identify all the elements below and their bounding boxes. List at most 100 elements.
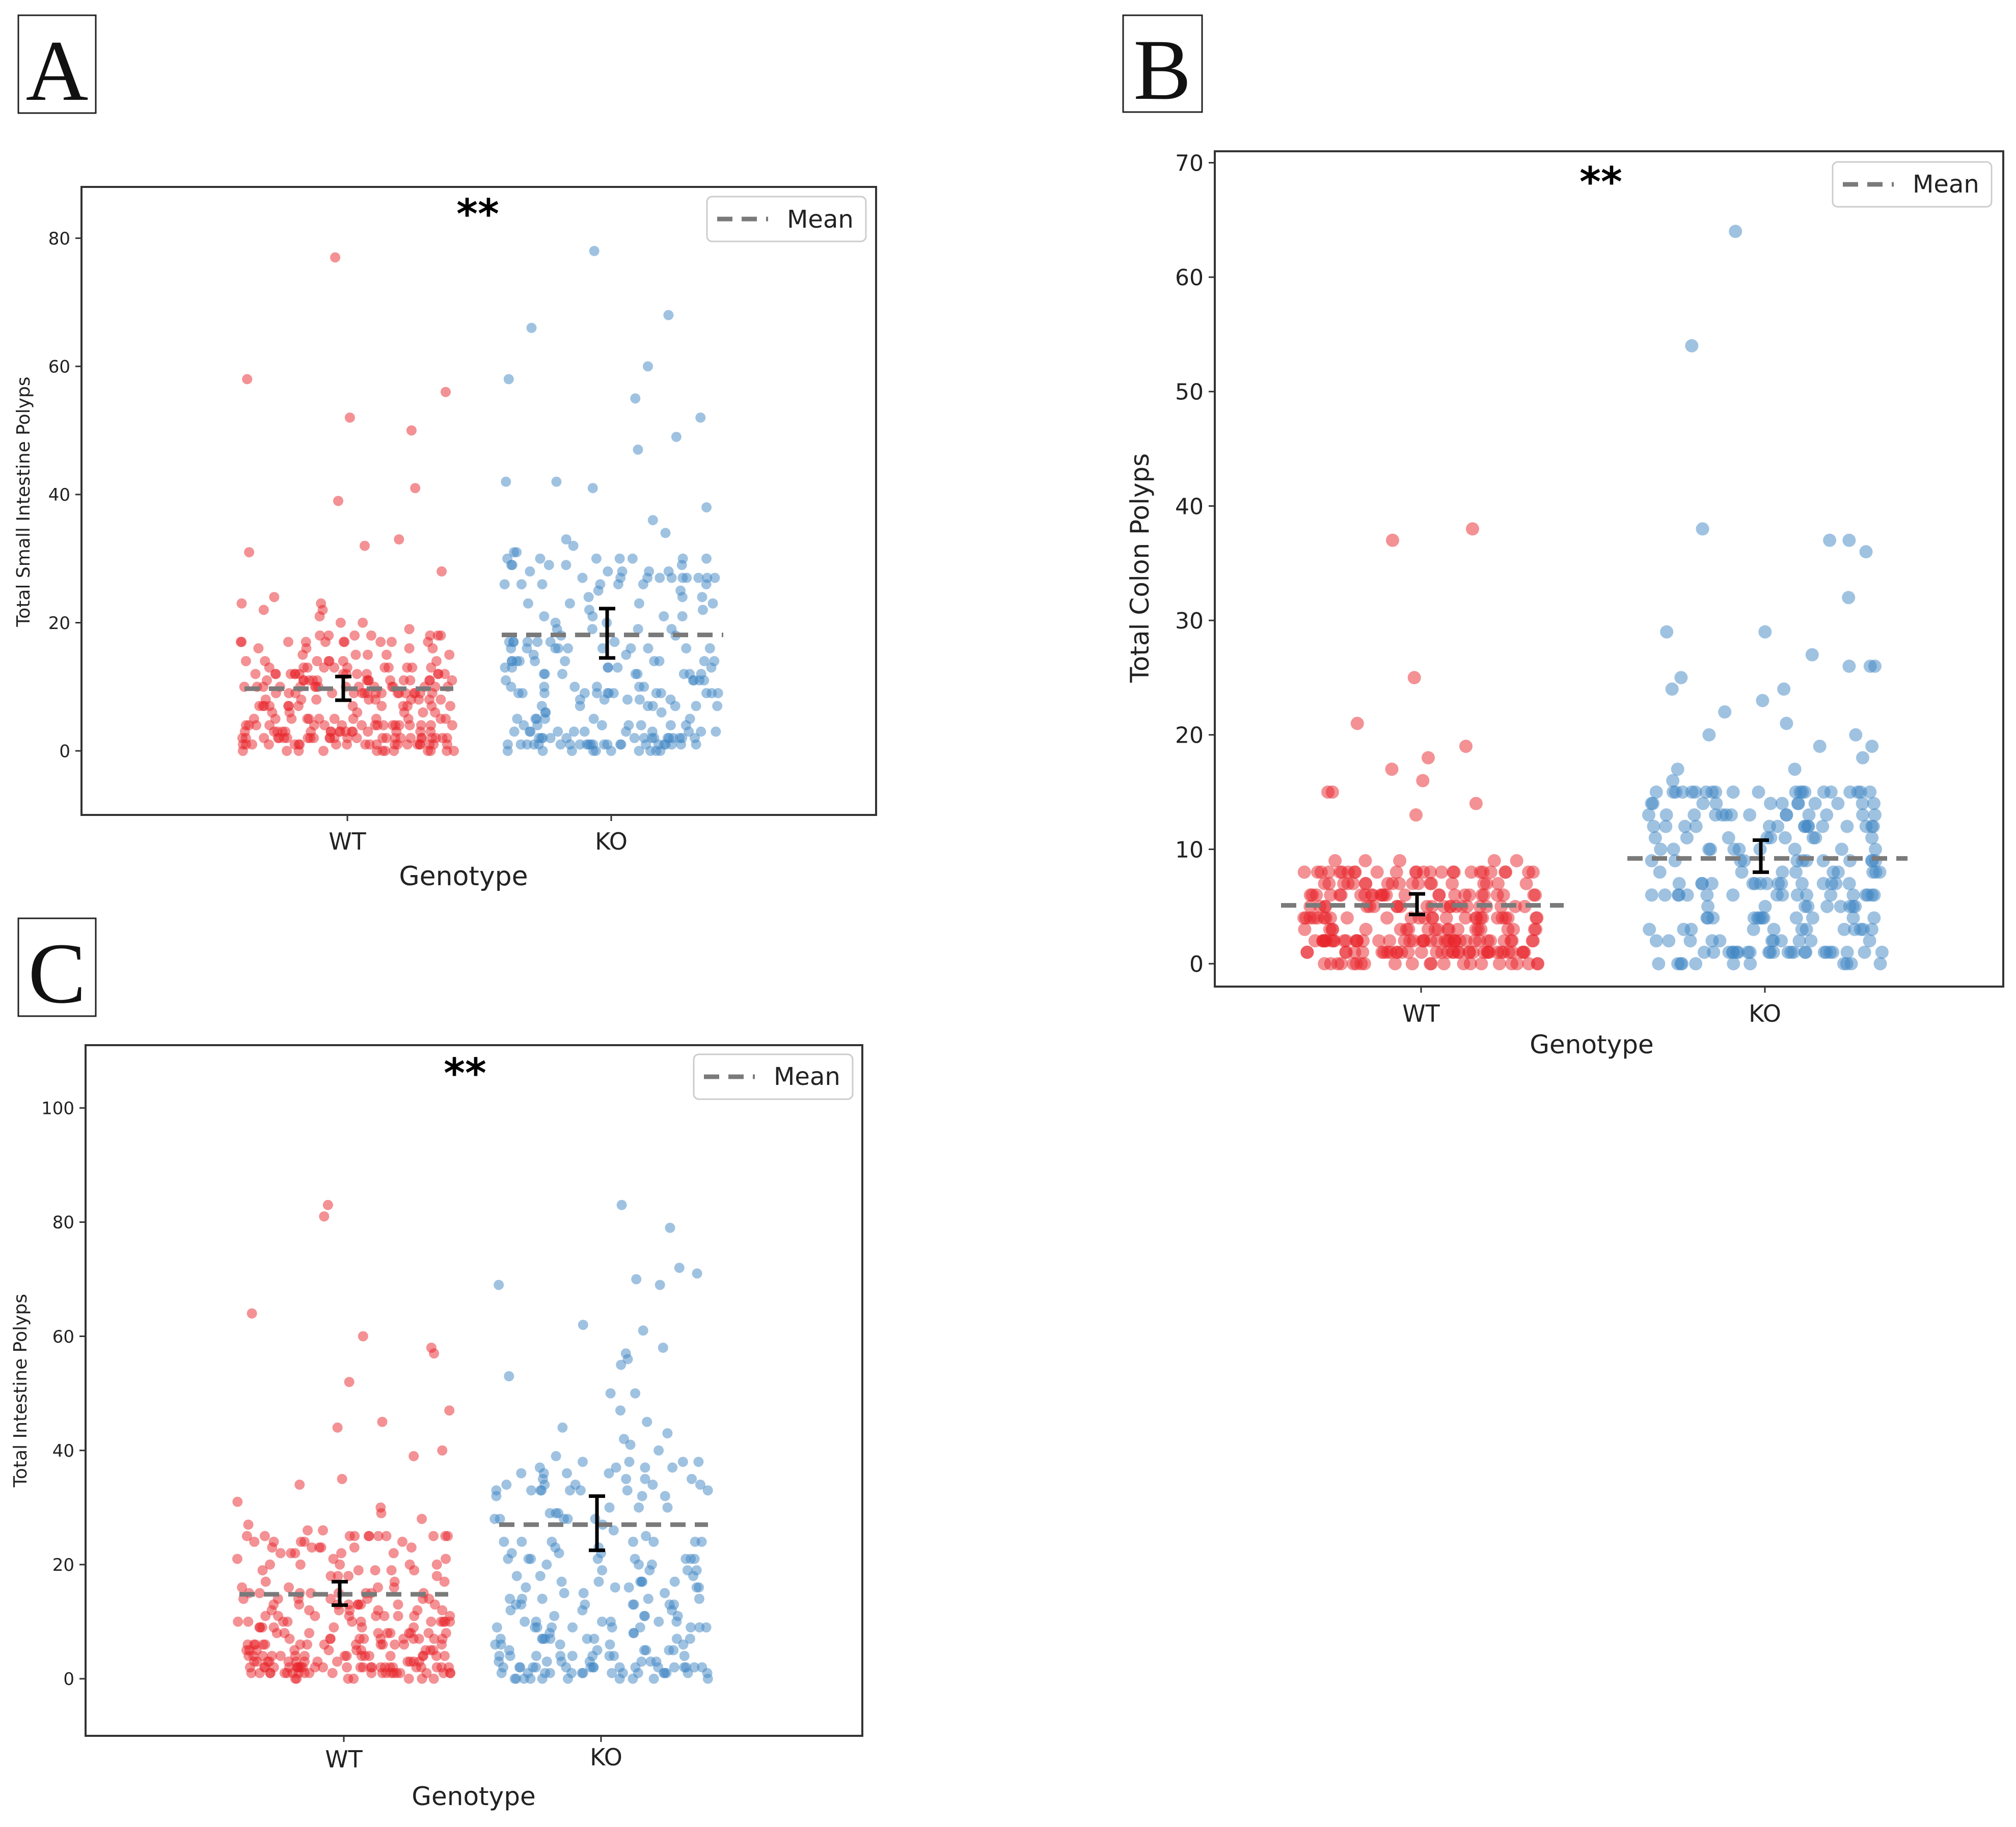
data-point-ko-a: [551, 476, 562, 487]
data-point-ko-b: [1672, 877, 1686, 890]
data-point-ko-a: [699, 675, 710, 686]
data-point-wt-c: [332, 1656, 342, 1667]
data-point-wt-a: [250, 669, 261, 679]
data-point-wt-c: [349, 1542, 360, 1553]
data-point-ko-b: [1792, 934, 1806, 948]
panel-letter-box-c: [17, 917, 97, 1017]
x-tick-wt-c: WT: [325, 1746, 363, 1773]
data-point-ko-a: [706, 662, 717, 673]
data-point-wt-c: [421, 1668, 432, 1678]
data-point-ko-b: [1869, 842, 1882, 856]
data-point-ko-c: [492, 1622, 502, 1633]
y-axis-a: 0 20 40 60 80: [48, 229, 81, 761]
data-point-wt-c: [437, 1639, 447, 1650]
data-point-ko-c: [668, 1645, 679, 1655]
data-point-ko-b: [1649, 934, 1663, 948]
data-point-wt-a: [404, 624, 415, 635]
data-point-ko-a: [711, 726, 721, 737]
data-point-ko-b: [1659, 808, 1673, 822]
data-point-wt-c: [325, 1594, 336, 1604]
data-point-ko-a: [523, 598, 533, 609]
data-point-ko-c: [694, 1622, 705, 1633]
data-point-wt-a: [398, 701, 408, 712]
data-point-ko-a: [609, 637, 620, 647]
legend-box-c: [693, 1053, 854, 1100]
data-point-ko-b: [1843, 854, 1857, 867]
data-point-ko-a: [506, 681, 516, 692]
data-point-wt-c: [243, 1616, 254, 1627]
data-point-ko-c: [604, 1502, 615, 1513]
data-point-ko-a: [615, 739, 625, 750]
data-point-ko-b: [1758, 899, 1772, 913]
data-point-ko-c: [679, 1662, 690, 1673]
data-point-wt-a: [404, 720, 415, 730]
data-point-ko-a: [550, 643, 561, 653]
data-point-wt-b: [1416, 774, 1430, 787]
data-point-wt-c: [408, 1633, 419, 1644]
data-point-wt-c: [389, 1668, 399, 1678]
data-point-ko-b: [1788, 842, 1802, 856]
data-point-wt-c: [266, 1651, 277, 1661]
data-point-ko-c: [549, 1611, 560, 1621]
data-point-ko-b: [1763, 945, 1777, 959]
data-point-ko-b: [1873, 957, 1887, 971]
data-point-wt-a: [385, 675, 396, 686]
data-point-wt-a: [330, 252, 341, 263]
data-point-ko-b: [1823, 945, 1837, 959]
data-point-wt-a: [273, 733, 283, 743]
data-point-wt-a: [380, 746, 391, 756]
data-point-ko-b: [1675, 957, 1689, 971]
data-point-wt-b: [1401, 945, 1415, 959]
data-point-ko-b: [1780, 717, 1793, 730]
data-point-ko-a: [642, 572, 653, 583]
data-point-ko-b: [1676, 785, 1690, 799]
data-point-ko-c: [531, 1651, 541, 1661]
data-point-ko-a: [501, 476, 511, 487]
data-point-ko-a: [690, 733, 700, 743]
data-point-ko-a: [681, 643, 692, 653]
mean-lines-a: [244, 607, 723, 821]
data-point-wt-a: [444, 649, 455, 660]
data-point-ko-b: [1787, 945, 1801, 959]
data-point-ko-c: [677, 1457, 688, 1467]
data-point-ko-c: [623, 1582, 634, 1593]
data-point-wt-a: [426, 662, 437, 673]
data-point-ko-b: [1765, 934, 1779, 948]
data-point-wt-c: [370, 1565, 380, 1575]
data-point-ko-b: [1646, 797, 1660, 810]
legend-mean-label-c: Mean: [774, 1062, 840, 1091]
data-point-ko-a: [684, 726, 694, 737]
data-point-wt-a: [441, 714, 451, 724]
data-point-ko-a: [676, 739, 687, 750]
data-point-wt-c: [420, 1645, 431, 1655]
data-point-ko-c: [665, 1222, 675, 1233]
data-point-ko-a: [612, 662, 623, 673]
data-point-wt-b: [1388, 957, 1402, 971]
data-point-ko-a: [701, 688, 712, 698]
data-point-wt-c: [357, 1622, 367, 1633]
data-point-wt-b: [1299, 911, 1313, 925]
data-point-wt-a: [371, 746, 382, 756]
data-point-ko-b: [1842, 877, 1856, 890]
y-tick-label-b: 60: [1175, 265, 1204, 291]
data-point-wt-a: [426, 701, 437, 712]
data-point-wt-a: [253, 643, 264, 653]
mean-lines-c: [239, 1494, 708, 1742]
data-point-wt-c: [397, 1537, 407, 1547]
data-point-ko-b: [1680, 831, 1694, 844]
data-point-wt-a: [264, 720, 275, 730]
data-point-ko-c: [604, 1651, 615, 1661]
y-axis-label-b: Total Colon Polyps: [1125, 453, 1155, 683]
data-point-ko-a: [663, 310, 674, 320]
data-point-ko-b: [1767, 922, 1781, 936]
data-point-ko-c: [624, 1457, 635, 1467]
data-point-ko-c: [499, 1537, 509, 1547]
data-point-ko-a: [543, 560, 554, 570]
data-point-ko-a: [522, 739, 532, 750]
data-point-wt-b: [1386, 533, 1399, 547]
data-point-ko-b: [1824, 888, 1838, 902]
data-point-ko-b: [1741, 945, 1755, 959]
x-axis-label-a: Genotype: [399, 861, 528, 892]
data-point-wt-c: [388, 1548, 399, 1559]
data-point-wt-b: [1325, 934, 1339, 948]
